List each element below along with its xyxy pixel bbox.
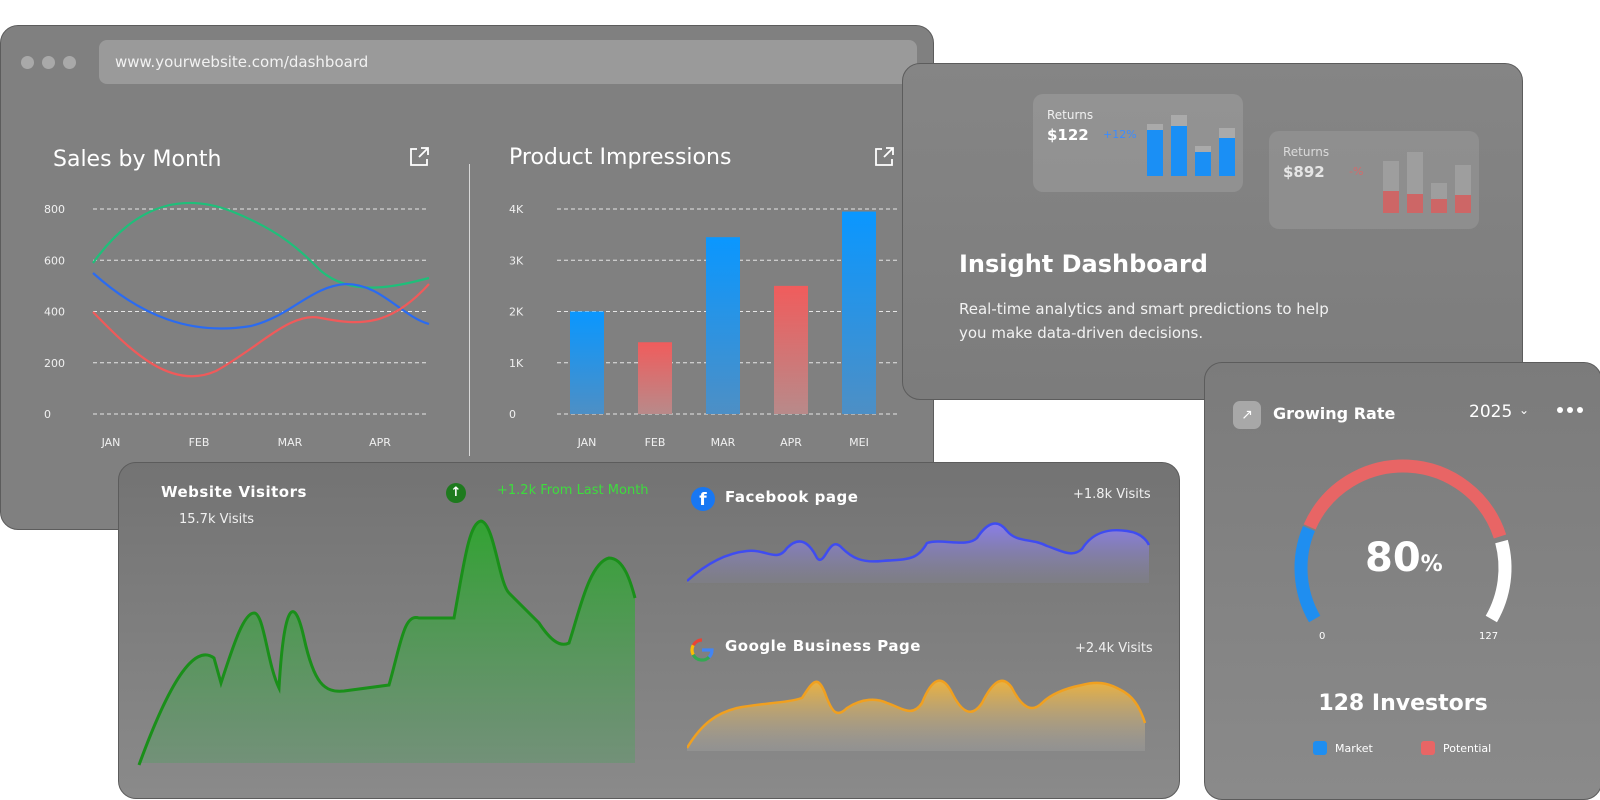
minimize-dot[interactable]: [42, 56, 55, 69]
growing-rate-panel: ↗ Growing Rate 2025 ⌄ 80% 0 127 128 Inve…: [1204, 362, 1600, 800]
website-visitors-title: Website Visitors: [161, 483, 307, 501]
x-tick-label: FEB: [189, 436, 210, 449]
browser-window: www.yourwebsite.com/dashboard Sales by M…: [0, 25, 934, 530]
gauge-market-arc: [1294, 525, 1321, 623]
legend-label-potential: Potential: [1443, 741, 1492, 755]
y-tick-label: 800: [44, 203, 65, 216]
gauge-max: 127: [1479, 631, 1499, 642]
chart-divider: [469, 164, 470, 456]
insight-description: Real-time analytics and smart prediction…: [959, 300, 1329, 342]
x-tick-label: JAN: [101, 436, 121, 449]
more-icon[interactable]: [1557, 407, 1583, 413]
x-tick-label: APR: [369, 436, 391, 449]
legend-swatch-market: [1313, 741, 1327, 755]
maximize-dot[interactable]: [63, 56, 76, 69]
impressions-chart-title: Product Impressions: [509, 145, 732, 170]
gauge-potential-arc: [1303, 459, 1507, 539]
y-tick-label: 0: [44, 408, 51, 421]
visitors-change: +1.2k From Last Month: [497, 483, 649, 498]
external-link-icon[interactable]: [407, 145, 431, 169]
returns-change: +12%: [1103, 128, 1137, 141]
year-select[interactable]: 2025: [1469, 402, 1513, 422]
gauge-unit: %: [1420, 552, 1443, 577]
google-page-title: Google Business Page: [725, 637, 921, 655]
y-tick-label: 400: [44, 306, 65, 319]
google-icon: [690, 638, 714, 662]
arrow-up-icon: ↑: [446, 483, 466, 503]
y-tick-label: 600: [44, 254, 65, 267]
y-tick-label: 0: [509, 408, 516, 421]
facebook-visits: +1.8k Visits: [1073, 487, 1151, 502]
legend-label-market: Market: [1335, 741, 1373, 755]
google-area-fill: [687, 680, 1145, 751]
chevron-down-icon[interactable]: ⌄: [1519, 403, 1530, 417]
x-tick-label: MEI: [849, 436, 869, 449]
gauge-value: 80%: [1365, 535, 1443, 581]
trend-icon: ↗: [1233, 401, 1261, 429]
address-bar[interactable]: www.yourwebsite.com/dashboard: [99, 40, 917, 84]
website-visits-count: 15.7k Visits: [179, 512, 255, 527]
bar-apr[interactable]: [774, 285, 808, 414]
x-tick-label: MAR: [278, 436, 303, 449]
x-tick-label: APR: [780, 436, 802, 449]
returns-card-2[interactable]: Returns $892 -%: [1269, 131, 1479, 229]
visitors-area-fill: [139, 521, 635, 765]
google-area-line: [687, 679, 1147, 749]
bar-jan[interactable]: [570, 311, 604, 415]
y-tick-label: 1K: [509, 357, 524, 370]
gauge-min: 0: [1319, 631, 1326, 642]
returns-mini-bars: [1383, 152, 1471, 213]
visitors-area-line: [137, 519, 637, 766]
facebook-page-title: Facebook page: [725, 488, 859, 506]
series-line-green: [92, 201, 430, 289]
y-tick-label: 4K: [509, 203, 524, 216]
x-tick-label: JAN: [577, 436, 597, 449]
legend-item-potential: Potential: [1421, 741, 1491, 755]
google-visits: +2.4k Visits: [1075, 641, 1153, 656]
y-tick-label: 2K: [509, 306, 524, 319]
returns-change: -%: [1349, 165, 1364, 178]
facebook-area-fill: [687, 523, 1149, 583]
facebook-sparkline: [687, 522, 1151, 583]
x-tick-label: FEB: [645, 436, 666, 449]
returns-mini-bars: [1147, 115, 1235, 176]
sales-line-chart: 800 600 400 200 0 JAN FEB MAR APR: [44, 201, 430, 449]
returns-card-1[interactable]: Returns $122 +12%: [1033, 94, 1243, 192]
close-dot[interactable]: [21, 56, 34, 69]
google-sparkline: [687, 679, 1147, 751]
impressions-bar-chart: 4K 3K 2K 1K 0 JAN FEB MAR APR MEI: [509, 203, 897, 449]
returns-value: $122: [1047, 126, 1089, 144]
returns-label: Returns: [1047, 108, 1094, 122]
external-link-icon[interactable]: [872, 145, 896, 169]
investors-count: 128 Investors: [1318, 691, 1488, 716]
x-tick-label: MAR: [711, 436, 736, 449]
sales-chart-title: Sales by Month: [53, 147, 222, 172]
returns-value: $892: [1283, 163, 1325, 181]
facebook-icon: f: [691, 487, 715, 511]
visitors-panel: Website Visitors 15.7k Visits ↑ +1.2k Fr…: [118, 462, 1180, 799]
growing-rate-gauge: [1294, 459, 1512, 623]
legend-item-market: Market: [1313, 741, 1373, 755]
bar-mei[interactable]: [842, 211, 876, 414]
bar-feb[interactable]: [638, 342, 672, 414]
website-visitors-area-chart: [137, 519, 637, 766]
legend-swatch-potential: [1421, 741, 1435, 755]
y-tick-label: 200: [44, 357, 65, 370]
y-tick-label: 3K: [509, 254, 524, 267]
series-line-red: [92, 283, 430, 378]
insight-panel: Returns $122 +12% Returns $892 -% Insigh…: [902, 63, 1523, 400]
series-line-blue: [92, 272, 430, 330]
window-controls: [21, 56, 76, 69]
bar-mar[interactable]: [706, 237, 740, 414]
growing-rate-title: Growing Rate: [1273, 404, 1396, 423]
returns-label: Returns: [1283, 145, 1330, 159]
facebook-area-line: [687, 522, 1151, 582]
gauge-remaining-arc: [1485, 539, 1512, 623]
insight-title: Insight Dashboard: [959, 250, 1208, 278]
gauge-number: 80: [1365, 535, 1421, 581]
